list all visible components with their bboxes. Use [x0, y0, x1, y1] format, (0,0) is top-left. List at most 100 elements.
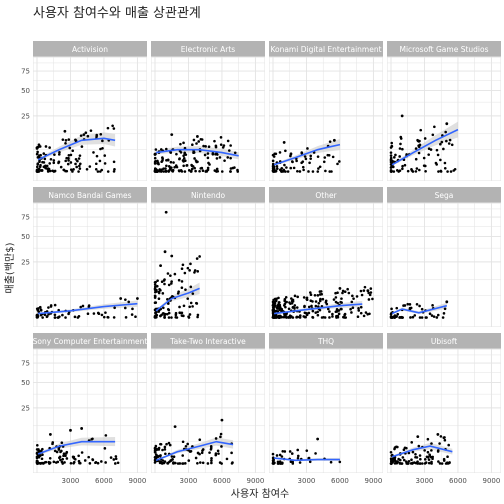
- data-point: [304, 157, 308, 161]
- data-point: [209, 448, 213, 451]
- data-point: [192, 151, 195, 155]
- data-point: [393, 156, 396, 159]
- data-point: [45, 314, 49, 318]
- data-point: [60, 460, 64, 464]
- data-point: [206, 152, 210, 155]
- panel-background: [151, 202, 265, 327]
- data-point: [319, 290, 323, 293]
- data-point: [350, 311, 353, 314]
- data-point: [314, 452, 317, 455]
- data-point: [71, 170, 74, 173]
- data-point: [430, 460, 433, 464]
- data-point: [280, 455, 284, 458]
- facet-strip-label: THQ: [317, 337, 334, 346]
- data-point: [177, 290, 180, 293]
- data-point: [428, 453, 431, 456]
- data-point: [200, 451, 204, 455]
- data-point: [41, 453, 44, 457]
- data-point: [92, 312, 96, 315]
- data-point: [271, 159, 275, 163]
- data-point: [99, 132, 103, 136]
- data-point: [330, 170, 333, 173]
- data-point: [447, 443, 451, 447]
- data-point: [187, 169, 191, 172]
- data-point: [442, 436, 446, 439]
- data-point: [52, 161, 56, 165]
- data-point: [112, 160, 116, 164]
- data-point: [82, 133, 86, 137]
- data-point: [402, 458, 406, 462]
- data-point: [419, 457, 422, 461]
- data-point: [338, 287, 342, 290]
- data-point: [103, 154, 107, 157]
- data-point: [362, 289, 366, 292]
- data-point: [38, 305, 42, 309]
- data-point: [438, 462, 442, 465]
- data-point: [437, 460, 440, 463]
- data-point: [282, 168, 286, 172]
- data-point: [159, 264, 162, 268]
- data-point: [103, 162, 107, 165]
- smooth-line: [391, 128, 459, 166]
- x-tick-label: 9000: [247, 477, 265, 485]
- data-point: [161, 156, 164, 159]
- data-point: [154, 294, 157, 298]
- data-point: [424, 170, 427, 173]
- data-point: [64, 454, 67, 458]
- data-point: [311, 170, 315, 173]
- data-point: [72, 455, 76, 459]
- data-point: [114, 455, 118, 458]
- data-point: [291, 305, 295, 309]
- data-point: [103, 447, 107, 450]
- data-point: [104, 461, 107, 464]
- x-tick-label: 3000: [416, 477, 434, 485]
- data-point: [335, 308, 339, 311]
- data-point: [435, 163, 438, 166]
- data-point: [233, 166, 236, 169]
- data-point: [229, 144, 232, 147]
- data-point: [436, 450, 440, 453]
- data-point: [362, 314, 366, 318]
- data-point: [57, 161, 60, 165]
- smooth-ribbon: [392, 442, 453, 458]
- data-point: [419, 128, 423, 132]
- facet-strip-label: Activision: [72, 45, 108, 54]
- data-point: [55, 450, 59, 454]
- data-point: [170, 316, 173, 319]
- data-point: [57, 153, 61, 156]
- data-point: [415, 167, 419, 170]
- data-point: [389, 151, 393, 154]
- data-point: [423, 164, 427, 168]
- data-point: [321, 297, 325, 301]
- data-point: [59, 458, 62, 462]
- data-point: [443, 161, 447, 165]
- data-point: [341, 291, 344, 295]
- data-point: [66, 162, 70, 166]
- data-point: [155, 315, 158, 319]
- data-point: [52, 159, 56, 162]
- data-point: [188, 269, 191, 272]
- data-point: [127, 300, 131, 304]
- data-point: [432, 315, 436, 318]
- data-point: [181, 314, 185, 318]
- data-point: [316, 170, 320, 173]
- y-tick-label: 25: [21, 404, 30, 412]
- data-point: [57, 308, 60, 312]
- data-point: [156, 279, 159, 282]
- data-point: [211, 151, 215, 155]
- data-point: [317, 301, 321, 305]
- data-point: [230, 451, 233, 455]
- data-point: [166, 312, 169, 316]
- data-point: [166, 308, 170, 311]
- data-point: [153, 447, 157, 450]
- data-point: [44, 145, 48, 148]
- data-point: [182, 304, 186, 308]
- data-point: [296, 169, 299, 173]
- data-point: [162, 170, 166, 173]
- data-point: [390, 145, 394, 148]
- facet-panel-other: Other: [269, 187, 383, 327]
- facet-strip: [151, 333, 265, 349]
- facet-strip: [151, 41, 265, 57]
- data-point: [183, 462, 187, 465]
- data-point: [79, 134, 83, 137]
